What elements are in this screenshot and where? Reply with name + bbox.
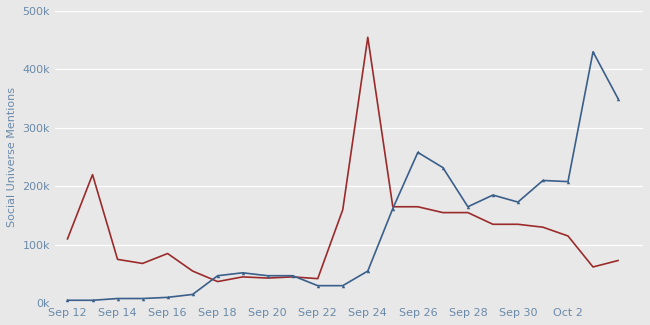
Y-axis label: Social Universe Mentions: Social Universe Mentions [7,87,17,227]
